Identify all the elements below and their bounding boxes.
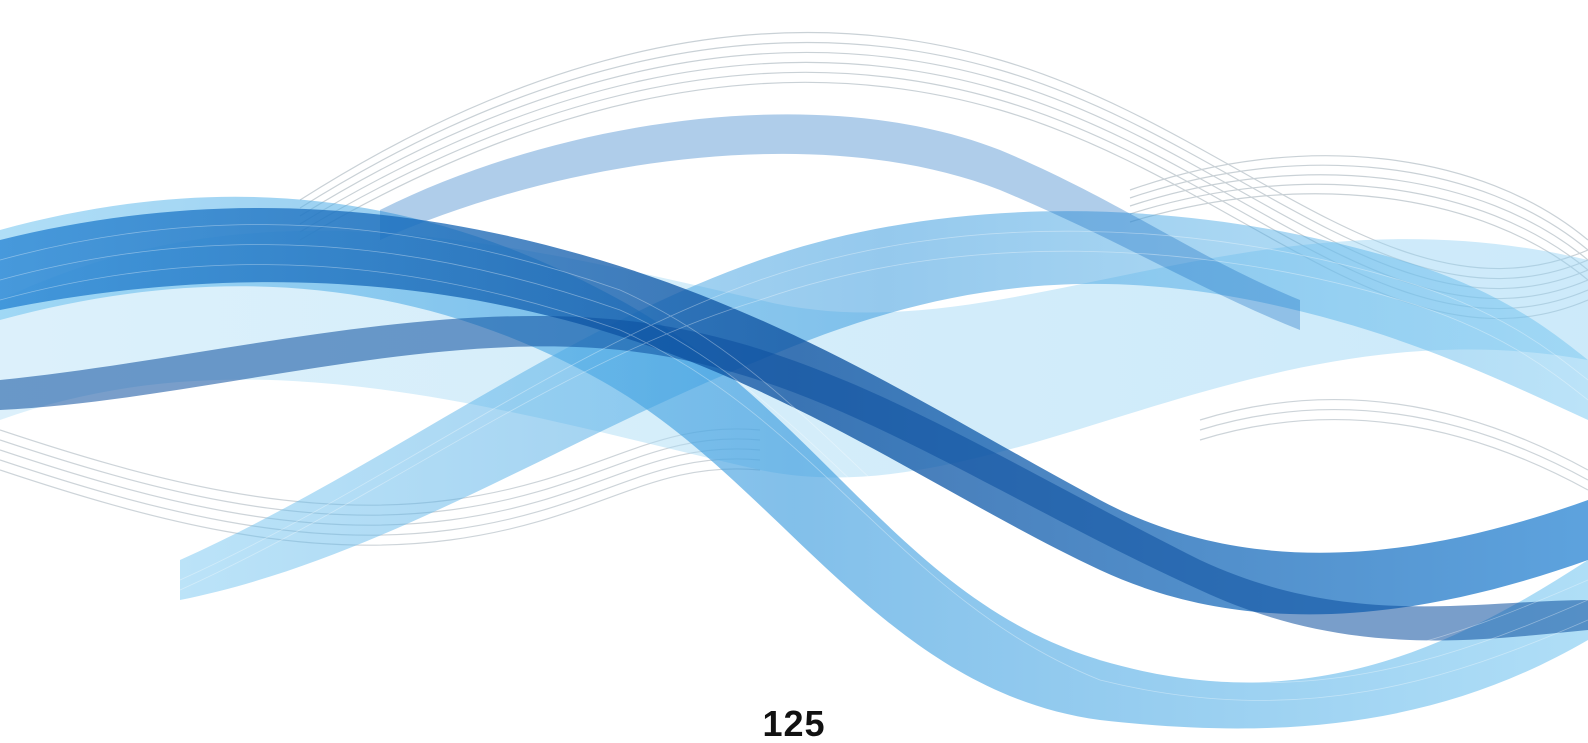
deep-blue-band xyxy=(0,315,1588,641)
upper-blue-arc xyxy=(380,114,1300,330)
light-blue-ribbon xyxy=(0,196,1588,729)
deep-blue-ribbon xyxy=(0,207,1588,615)
light-blue-ribbon-right xyxy=(180,211,1588,600)
ribbon-highlights xyxy=(0,224,1588,701)
page-number: 125 xyxy=(762,703,826,743)
gray-line-ribbon-upper xyxy=(299,32,1588,320)
gray-line-ribbon-lower xyxy=(0,399,1588,546)
